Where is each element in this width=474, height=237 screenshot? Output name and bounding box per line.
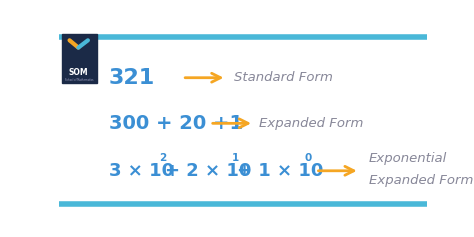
Text: Standard Form: Standard Form — [234, 71, 333, 84]
Text: Exponential: Exponential — [369, 152, 447, 165]
Text: 1: 1 — [232, 153, 239, 163]
Text: 3 × 10: 3 × 10 — [109, 162, 174, 180]
Text: School of Mathematics: School of Mathematics — [64, 77, 93, 82]
Text: 300 + 20 +1: 300 + 20 +1 — [109, 114, 243, 133]
Text: 0: 0 — [304, 153, 312, 163]
Text: Expanded Form: Expanded Form — [259, 117, 364, 130]
Text: 321: 321 — [109, 68, 155, 88]
Bar — [62, 34, 97, 83]
Text: Expanded Form: Expanded Form — [369, 174, 473, 187]
Text: SOM: SOM — [69, 68, 89, 77]
Text: 2: 2 — [159, 153, 166, 163]
Text: + 2 × 10: + 2 × 10 — [165, 162, 251, 180]
Text: + 1 × 10: + 1 × 10 — [237, 162, 324, 180]
